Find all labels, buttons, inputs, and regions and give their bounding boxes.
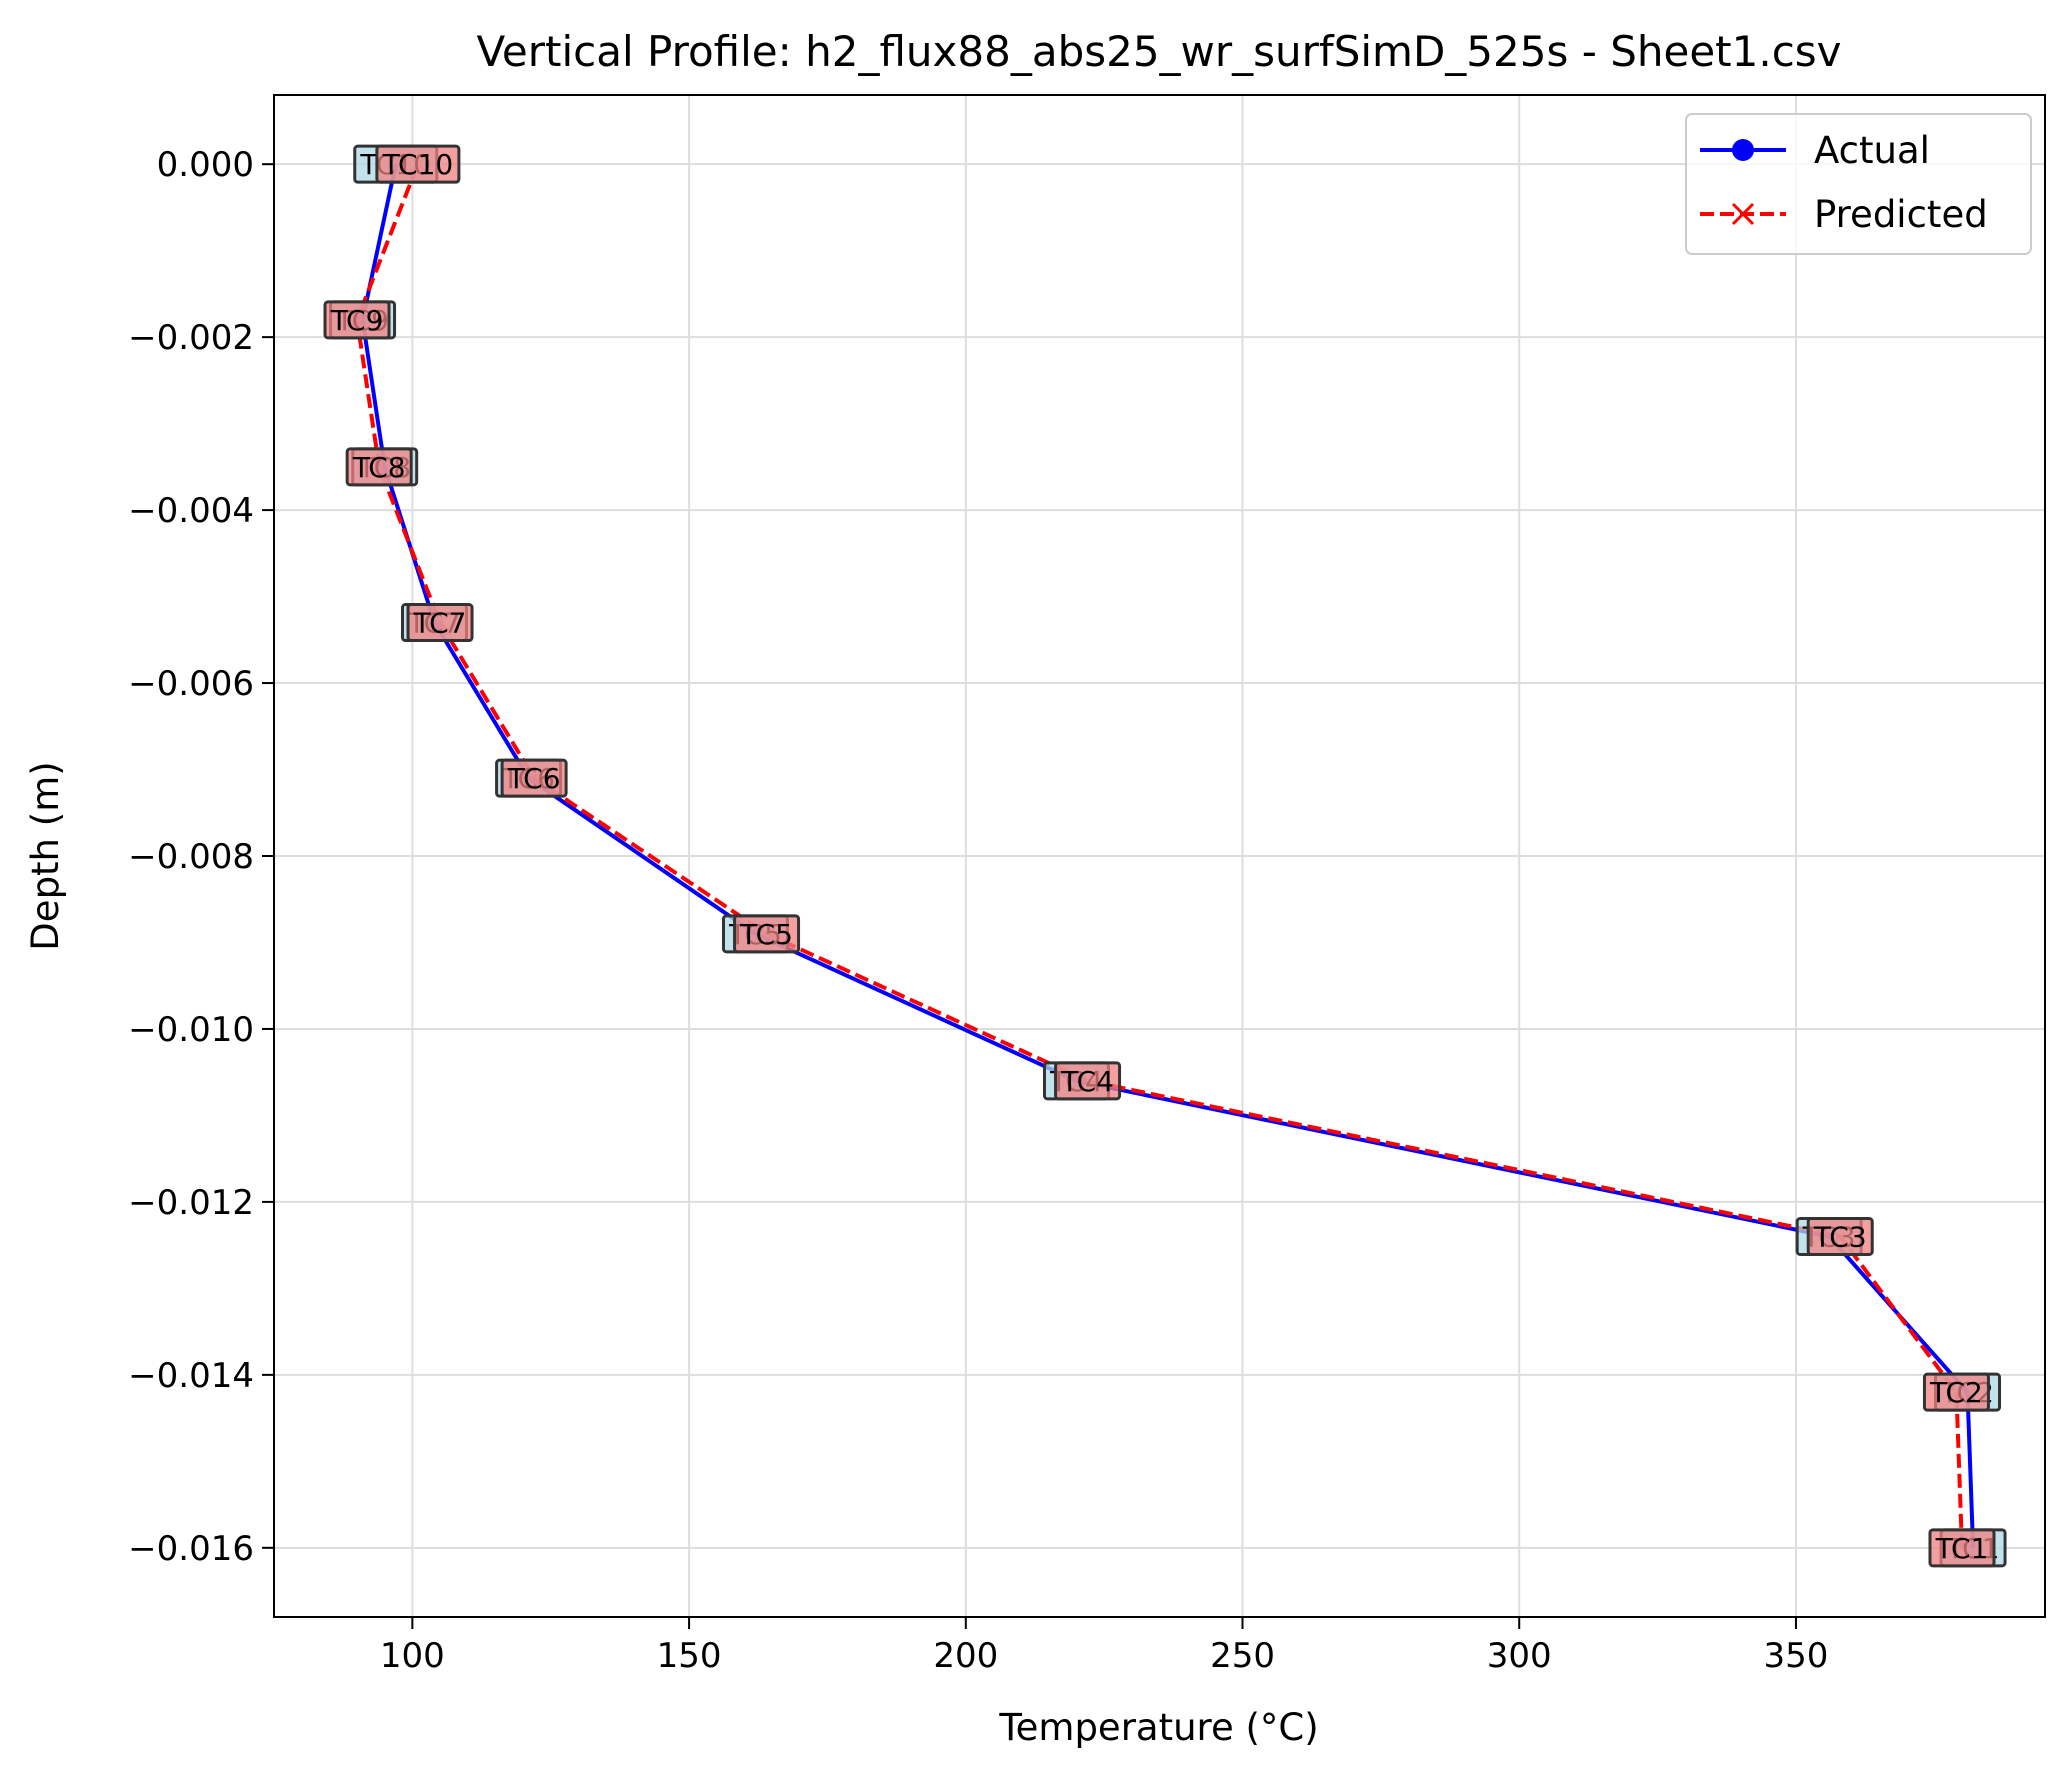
y-tick-label: −0.008 — [128, 837, 254, 877]
y-tick-label: −0.014 — [128, 1356, 254, 1396]
svg-text:TC9: TC9 — [330, 304, 384, 337]
x-tick-label: 350 — [1764, 1636, 1829, 1676]
predicted-sensor-label: TC1 — [1928, 1528, 1996, 1568]
svg-text:TC2: TC2 — [1929, 1376, 1983, 1409]
predicted-sensor-label: TC7 — [406, 603, 474, 643]
predicted-sensor-label: TC5 — [733, 914, 801, 954]
legend: Actual Predicted — [1685, 113, 2032, 255]
svg-text:TC4: TC4 — [1060, 1065, 1114, 1098]
grid — [274, 95, 2045, 1617]
predicted-sensor-label: TC2 — [1922, 1372, 1990, 1412]
y-tick-label: −0.004 — [128, 491, 254, 531]
x-tick-label: 200 — [933, 1636, 998, 1676]
svg-text:TC7: TC7 — [413, 607, 467, 640]
x-tick-label: 150 — [657, 1636, 722, 1676]
y-tick-label: −0.006 — [128, 664, 254, 704]
sensor-label-layer: TC1TC2TC3TC4TC5TC6TC7TC8TC9TC10TC1TC2TC3… — [323, 144, 2007, 1568]
svg-text:TC1: TC1 — [1935, 1532, 1989, 1565]
y-tick-label: −0.002 — [128, 318, 254, 358]
y-tick-label: −0.010 — [128, 1010, 254, 1050]
legend-label: Predicted — [1814, 193, 1988, 236]
predicted-sensor-label: TC6 — [500, 758, 568, 798]
predicted-sensor-label: TC10 — [375, 144, 461, 184]
svg-text:TC5: TC5 — [739, 918, 793, 951]
y-axis-label: Depth (m) — [24, 761, 67, 950]
svg-text:TC3: TC3 — [1813, 1221, 1867, 1254]
legend-label: Actual — [1814, 129, 1930, 172]
svg-text:TC10: TC10 — [382, 148, 454, 181]
y-tick-label: 0.000 — [157, 145, 254, 185]
x-tick-label: 300 — [1487, 1636, 1552, 1676]
series-layer — [354, 163, 1976, 1548]
svg-text:TC6: TC6 — [507, 762, 561, 795]
legend-marker — [1732, 139, 1754, 161]
predicted-sensor-label: TC8 — [345, 447, 413, 487]
legend-entry-predicted: Predicted — [1700, 193, 1988, 236]
svg-text:TC8: TC8 — [352, 451, 406, 484]
y-tick-label: −0.016 — [128, 1529, 254, 1569]
x-tick-label: 100 — [380, 1636, 445, 1676]
axis-ticks: 100 150 200 250 300 350 0.000 −0.002 −0.004 −0.00… — [128, 145, 1828, 1676]
predicted-sensor-label: TC4 — [1054, 1061, 1122, 1101]
predicted-sensor-label: TC9 — [323, 300, 391, 340]
x-axis-label: Temperature (°C) — [998, 1706, 1318, 1749]
legend-entry-actual: Actual — [1700, 129, 1930, 172]
chart-title: Vertical Profile: h2_flux88_abs25_wr_sur… — [476, 27, 1841, 76]
predicted-sensor-label: TC3 — [1806, 1217, 1874, 1256]
series-line-predicted — [354, 163, 1964, 1548]
x-tick-label: 250 — [1210, 1636, 1275, 1676]
y-tick-label: −0.012 — [128, 1183, 254, 1223]
